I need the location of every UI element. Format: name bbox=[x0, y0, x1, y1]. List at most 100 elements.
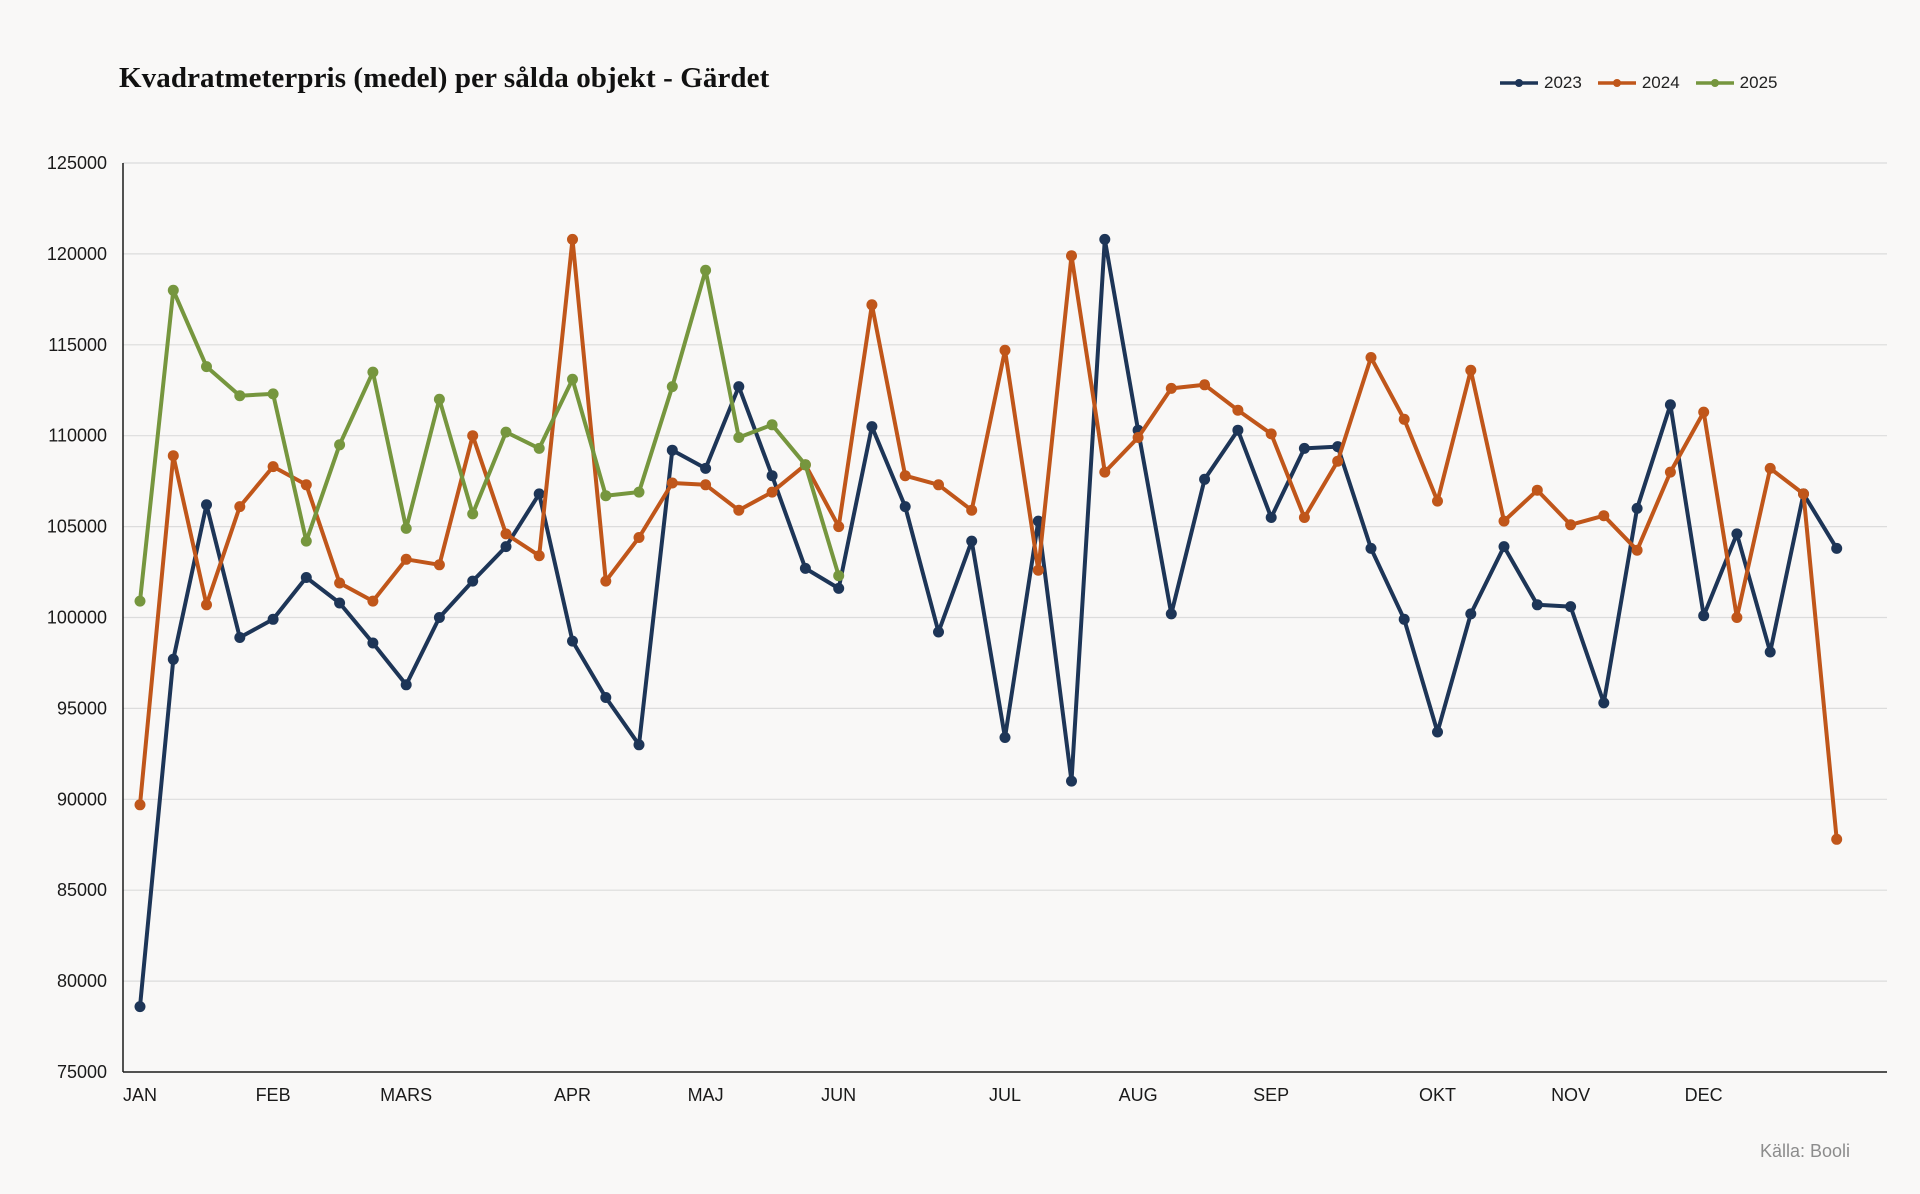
data-point-2023-45 bbox=[1598, 697, 1610, 709]
data-point-2024-45 bbox=[1598, 510, 1610, 522]
y-tick-label-100000: 100000 bbox=[47, 608, 107, 628]
data-point-2025-8 bbox=[367, 366, 379, 378]
data-point-2023-4 bbox=[234, 632, 246, 643]
y-tick-label-120000: 120000 bbox=[47, 244, 107, 264]
data-point-2024-42 bbox=[1498, 515, 1510, 527]
data-point-2025-5 bbox=[267, 388, 279, 400]
data-point-2025-20 bbox=[766, 419, 778, 431]
data-point-2023-16 bbox=[633, 739, 645, 751]
data-point-2024-7 bbox=[334, 577, 346, 589]
data-point-2023-17 bbox=[666, 444, 678, 456]
data-point-2023-5 bbox=[267, 613, 279, 625]
data-point-2023-21 bbox=[799, 562, 811, 574]
data-point-2024-2 bbox=[167, 450, 179, 462]
y-tick-label-110000: 110000 bbox=[48, 426, 107, 446]
legend-item-2023: 2023 bbox=[1498, 73, 1582, 93]
series-2024 bbox=[134, 233, 1843, 845]
data-point-2023-32 bbox=[1165, 608, 1177, 620]
data-point-2023-41 bbox=[1465, 608, 1477, 620]
data-point-2024-31 bbox=[1132, 432, 1144, 443]
legend-item-2024: 2024 bbox=[1596, 73, 1680, 93]
x-tick-label-maj: MAJ bbox=[688, 1085, 724, 1105]
data-point-2024-16 bbox=[633, 532, 645, 543]
data-point-2025-15 bbox=[600, 490, 612, 502]
y-tick-label-85000: 85000 bbox=[57, 880, 107, 900]
data-point-2024-48 bbox=[1698, 406, 1710, 418]
data-point-2023-10 bbox=[433, 612, 445, 623]
data-point-2024-33 bbox=[1199, 379, 1211, 391]
data-point-2024-22 bbox=[833, 521, 845, 533]
data-point-2024-19 bbox=[733, 504, 745, 516]
data-point-2025-18 bbox=[700, 264, 712, 276]
data-point-2025-3 bbox=[201, 361, 212, 373]
y-tick-label-80000: 80000 bbox=[57, 971, 107, 991]
data-point-2023-3 bbox=[201, 499, 212, 511]
data-point-2024-50 bbox=[1764, 462, 1776, 474]
data-point-2023-6 bbox=[300, 572, 312, 583]
data-point-2023-34 bbox=[1232, 424, 1244, 436]
data-point-2025-19 bbox=[733, 432, 745, 443]
data-point-2023-28 bbox=[1032, 515, 1044, 527]
data-point-2023-50 bbox=[1764, 646, 1776, 658]
legend-label-2025: 2025 bbox=[1739, 73, 1778, 92]
data-point-2024-3 bbox=[201, 599, 212, 611]
data-point-2024-29 bbox=[1066, 250, 1077, 262]
y-tick-labels: 75000 80000 85000 90000 95000 100000 105000 110… bbox=[47, 153, 107, 1082]
data-point-2023-9 bbox=[400, 679, 412, 691]
gridlines bbox=[123, 162, 1887, 982]
data-point-2023-44 bbox=[1565, 601, 1577, 613]
data-point-2023-22 bbox=[833, 582, 845, 594]
data-point-2024-41 bbox=[1465, 364, 1477, 376]
y-tick-label-125000: 125000 bbox=[47, 153, 107, 173]
legend-label-2024: 2024 bbox=[1641, 73, 1680, 92]
x-tick-label-nov: NOV bbox=[1551, 1085, 1590, 1105]
y-tick-label-90000: 90000 bbox=[57, 789, 107, 809]
data-point-2023-48 bbox=[1698, 610, 1710, 622]
x-tick-label-jun: JUN bbox=[821, 1085, 856, 1105]
x-tick-labels: JAN FEB MARS APR MAJ JUN JUL AUG SEP OKT NOV DEC bbox=[123, 1085, 1723, 1105]
x-tick-label-mars: MARS bbox=[380, 1085, 432, 1105]
data-point-2024-34 bbox=[1232, 404, 1244, 416]
data-point-2023-24 bbox=[899, 501, 911, 513]
y-tick-label-75000: 75000 bbox=[57, 1062, 107, 1082]
data-point-2024-46 bbox=[1631, 544, 1643, 556]
data-point-2023-2 bbox=[167, 653, 179, 665]
data-point-2023-11 bbox=[467, 575, 479, 587]
data-point-2023-42 bbox=[1498, 541, 1510, 553]
data-point-2024-13 bbox=[533, 550, 545, 562]
x-tick-label-feb: FEB bbox=[256, 1085, 291, 1105]
data-point-2024-12 bbox=[500, 528, 512, 540]
data-point-2024-37 bbox=[1332, 455, 1344, 467]
data-point-2023-1 bbox=[134, 1001, 146, 1013]
data-point-2024-36 bbox=[1298, 512, 1310, 523]
data-point-2023-7 bbox=[334, 597, 346, 609]
data-point-2023-14 bbox=[567, 635, 578, 647]
data-point-2024-47 bbox=[1664, 466, 1676, 478]
data-point-2023-8 bbox=[367, 637, 379, 649]
data-point-2023-35 bbox=[1265, 512, 1277, 523]
y-tick-label-105000: 105000 bbox=[47, 517, 107, 537]
axes bbox=[122, 163, 1887, 1073]
data-point-2024-23 bbox=[866, 299, 878, 311]
data-point-2024-17 bbox=[666, 477, 678, 489]
data-point-2025-4 bbox=[234, 390, 246, 402]
series-2025 bbox=[134, 264, 845, 607]
data-point-2025-11 bbox=[467, 508, 479, 520]
data-point-2023-46 bbox=[1631, 502, 1643, 514]
data-point-2024-24 bbox=[899, 470, 911, 482]
data-point-2023-15 bbox=[600, 692, 612, 703]
data-point-2023-30 bbox=[1099, 233, 1111, 245]
data-point-2023-19 bbox=[733, 381, 745, 393]
data-point-2024-1 bbox=[134, 799, 146, 811]
data-point-2023-29 bbox=[1066, 775, 1077, 787]
series-line-2024 bbox=[138, 237, 1839, 842]
data-point-2023-43 bbox=[1531, 599, 1543, 611]
x-tick-label-aug: AUG bbox=[1119, 1085, 1158, 1105]
data-point-2023-40 bbox=[1432, 726, 1443, 738]
series-line-2023 bbox=[138, 237, 1839, 1009]
data-point-2023-39 bbox=[1398, 613, 1410, 625]
x-tick-label-apr: APR bbox=[554, 1085, 591, 1105]
data-point-2024-4 bbox=[234, 501, 246, 513]
x-tick-label-dec: DEC bbox=[1685, 1085, 1723, 1105]
y-tick-label-115000: 115000 bbox=[48, 335, 107, 355]
